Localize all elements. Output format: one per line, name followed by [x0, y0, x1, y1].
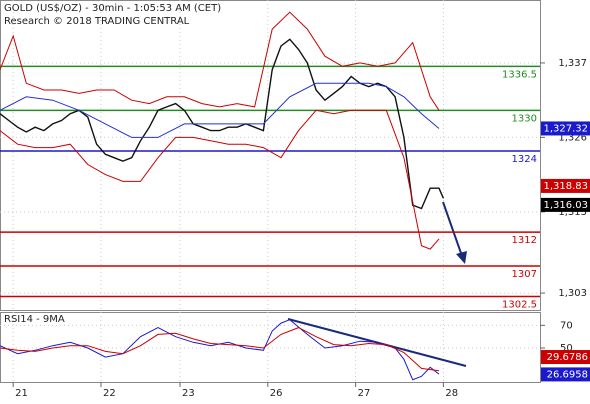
x-tick-label: 28	[445, 388, 458, 399]
series-line	[0, 319, 440, 381]
price-marker-label: 1,316.03	[543, 200, 588, 211]
level-label: 1324	[512, 154, 537, 165]
price-marker-label: 1,318.83	[543, 181, 588, 192]
forecast-arrowhead	[456, 251, 467, 264]
price-marker	[541, 178, 590, 193]
level-label: 1307	[512, 269, 537, 280]
level-label: 1302.5	[502, 299, 537, 310]
y-tick-label: 1,326	[558, 132, 587, 143]
rsi-marker-label: 29.6786	[547, 352, 588, 363]
x-tick-label: 27	[358, 388, 371, 399]
price-marker-label: 1,327.32	[543, 123, 588, 134]
rsi-title: RSI14 - 9MA	[4, 314, 65, 325]
chart-subtitle: Research © 2018 TRADING CENTRAL	[4, 16, 190, 27]
rsi-marker-label: 26.6958	[547, 369, 588, 380]
rsi-marker	[541, 367, 590, 382]
x-tick-label: 26	[270, 388, 283, 399]
x-tick-label: 22	[103, 388, 116, 399]
price-marker	[541, 197, 590, 212]
level-label: 1336.5	[502, 69, 537, 80]
series-line	[0, 109, 440, 250]
level-label: 1312	[512, 235, 537, 246]
series-line	[0, 82, 440, 138]
series-line	[0, 327, 440, 372]
rsi-y-tick-label: 70	[560, 320, 573, 331]
price-marker	[541, 121, 590, 136]
rsi-marker	[541, 350, 590, 365]
series-line	[0, 38, 445, 210]
y-tick-label: 1,315	[558, 207, 587, 218]
forecast-arrow	[442, 201, 463, 257]
price-panel	[0, 0, 541, 311]
series-line	[0, 11, 440, 111]
x-tick-label: 23	[182, 388, 195, 399]
y-tick-label: 1,303	[558, 288, 587, 299]
y-tick-label: 1,337	[558, 58, 587, 69]
level-label: 1330	[512, 113, 537, 124]
x-tick-label: 21	[15, 388, 28, 399]
rsi-y-tick-label: 50	[560, 343, 573, 354]
chart-title: GOLD (US$/OZ) - 30min - 1:05:53 AM (CET)	[4, 3, 221, 14]
